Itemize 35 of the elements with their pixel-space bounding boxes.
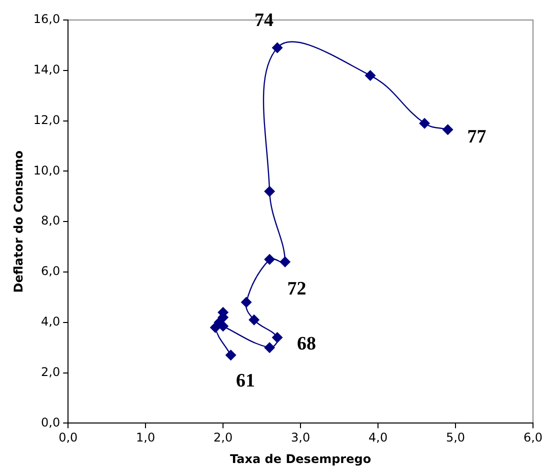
point (225, 350, 236, 361)
point (264, 254, 276, 265)
y-tick-label: 4,0 (41, 314, 60, 329)
point (419, 118, 430, 129)
y-tick-label: 6,0 (41, 264, 60, 278)
x-tick-label: 0,0 (58, 430, 78, 445)
point (280, 256, 291, 268)
x-axis-title: Taxa de Desemprego (230, 452, 372, 466)
point (240, 296, 252, 308)
point (272, 332, 283, 344)
y-tick-label: 2,0 (41, 364, 60, 379)
x-tick-label: 2,0 (214, 430, 233, 445)
y-tick-label: 16,0 (33, 12, 60, 26)
y-tick-label: 10,0 (33, 163, 60, 178)
annotation: 61 (236, 370, 255, 392)
x-tick-label: 5,0 (446, 430, 466, 445)
point (364, 70, 376, 81)
y-tick-label: 0,0 (41, 415, 60, 430)
annotation: 74 (254, 10, 274, 31)
point (264, 342, 276, 354)
x-tick-label: 6,0 (523, 430, 543, 445)
y-tick-label: 14,0 (33, 62, 60, 77)
annotation: 68 (296, 334, 316, 355)
point (264, 186, 276, 197)
y-axis-title: Deflator do Consumo (11, 150, 26, 293)
y-tick-label: 12,0 (33, 112, 60, 127)
x-tick-label: 3,0 (291, 430, 310, 445)
annotation: 72 (287, 278, 306, 300)
point (248, 314, 260, 326)
y-tick-label: 8,0 (41, 214, 60, 228)
point (272, 42, 283, 54)
x-tick-label: 1,0 (136, 430, 156, 445)
annotation: 77 (467, 126, 487, 148)
x-tick-label: 4,0 (368, 430, 388, 445)
point (442, 124, 454, 136)
